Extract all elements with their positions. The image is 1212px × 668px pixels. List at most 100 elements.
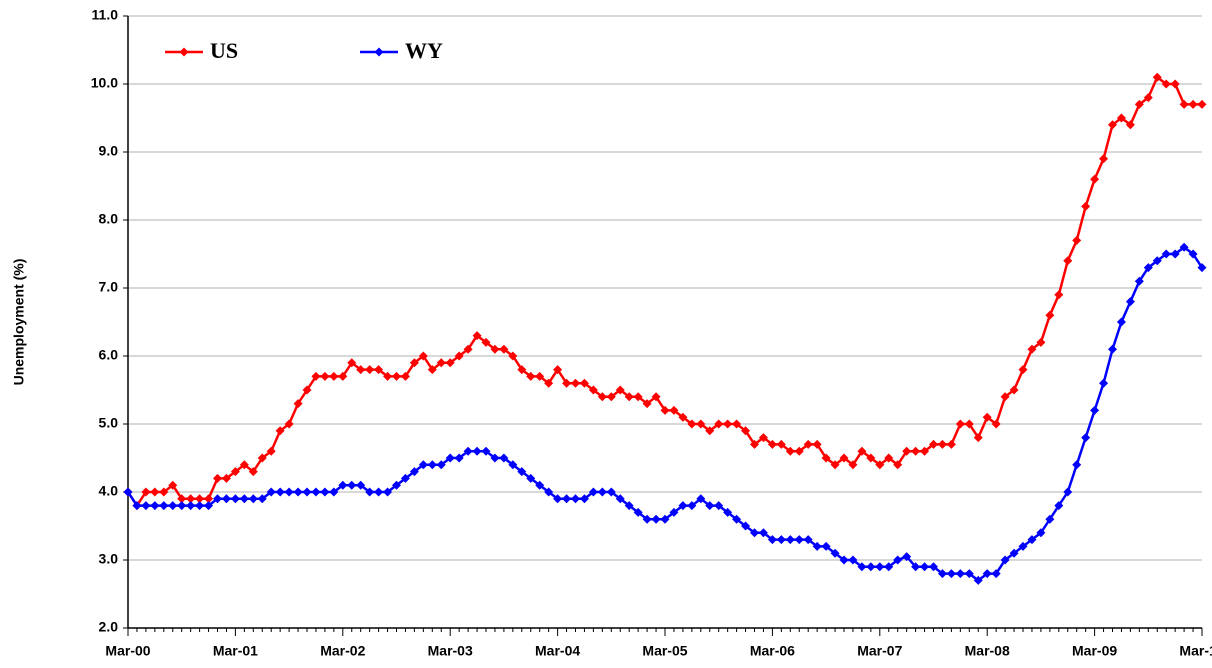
data-point bbox=[973, 433, 983, 443]
data-point bbox=[535, 480, 545, 490]
data-point bbox=[1054, 290, 1064, 300]
data-point bbox=[248, 494, 258, 504]
data-point bbox=[472, 446, 482, 456]
data-point bbox=[257, 494, 267, 504]
data-point bbox=[830, 548, 840, 558]
data-point bbox=[624, 501, 634, 511]
data-point bbox=[472, 331, 482, 341]
data-point bbox=[821, 541, 831, 551]
data-point bbox=[266, 446, 276, 456]
data-point bbox=[902, 552, 912, 562]
data-point bbox=[1063, 256, 1073, 266]
data-point bbox=[553, 365, 563, 375]
data-point bbox=[213, 494, 222, 504]
data-point bbox=[302, 487, 312, 497]
data-point bbox=[365, 487, 375, 497]
data-point bbox=[812, 541, 822, 551]
data-point bbox=[195, 501, 205, 511]
data-point bbox=[1009, 385, 1019, 395]
data-point bbox=[409, 358, 419, 368]
data-point bbox=[839, 555, 849, 565]
x-tick-label: Mar-10 bbox=[1179, 643, 1212, 659]
data-point bbox=[758, 528, 768, 538]
data-point bbox=[1134, 99, 1144, 109]
data-point bbox=[293, 487, 303, 497]
data-point bbox=[606, 487, 616, 497]
data-point bbox=[929, 439, 938, 449]
data-point bbox=[687, 419, 697, 429]
data-point bbox=[1170, 79, 1180, 89]
data-point bbox=[991, 569, 1001, 579]
data-point bbox=[946, 439, 956, 449]
data-point bbox=[320, 371, 330, 381]
y-tick-label: 7.0 bbox=[99, 279, 119, 295]
data-point bbox=[266, 487, 276, 497]
data-point bbox=[1000, 555, 1010, 565]
data-point bbox=[1000, 392, 1010, 402]
data-point bbox=[1134, 276, 1144, 286]
data-point bbox=[1099, 154, 1109, 164]
data-point bbox=[1143, 93, 1153, 103]
data-point bbox=[687, 501, 697, 511]
data-point bbox=[875, 460, 885, 470]
data-point bbox=[1116, 113, 1126, 123]
data-point bbox=[902, 446, 912, 456]
data-point bbox=[436, 358, 446, 368]
data-point bbox=[320, 487, 330, 497]
data-point bbox=[221, 494, 231, 504]
data-point bbox=[213, 473, 222, 483]
data-point bbox=[356, 365, 366, 375]
data-point bbox=[964, 569, 974, 579]
legend-label: WY bbox=[405, 38, 443, 63]
data-point bbox=[338, 371, 348, 381]
data-point bbox=[132, 501, 142, 511]
data-point bbox=[911, 446, 921, 456]
data-point bbox=[678, 412, 688, 422]
data-point bbox=[221, 473, 231, 483]
data-point bbox=[946, 569, 956, 579]
data-point bbox=[579, 378, 589, 388]
data-point bbox=[454, 453, 464, 463]
y-tick-label: 5.0 bbox=[99, 415, 119, 431]
x-tick-label: Mar-04 bbox=[535, 643, 580, 659]
x-tick-label: Mar-08 bbox=[965, 643, 1010, 659]
data-point bbox=[911, 562, 921, 572]
data-point bbox=[1099, 378, 1109, 388]
data-point bbox=[526, 473, 536, 483]
data-point bbox=[1090, 405, 1100, 415]
x-tick-label: Mar-07 bbox=[857, 643, 902, 659]
data-point bbox=[481, 446, 491, 456]
data-point bbox=[338, 480, 348, 490]
data-point bbox=[1188, 249, 1198, 259]
data-point bbox=[392, 371, 401, 381]
data-point bbox=[239, 494, 249, 504]
data-point bbox=[284, 419, 294, 429]
data-point bbox=[508, 351, 518, 361]
data-point bbox=[696, 494, 706, 504]
x-tick-label: Mar-01 bbox=[213, 643, 258, 659]
data-point bbox=[1054, 501, 1064, 511]
data-point bbox=[1018, 365, 1028, 375]
data-point bbox=[204, 494, 214, 504]
y-tick-label: 2.0 bbox=[99, 619, 119, 635]
data-point bbox=[311, 371, 321, 381]
data-point bbox=[427, 460, 437, 470]
data-point bbox=[920, 446, 930, 456]
data-point bbox=[767, 535, 777, 545]
data-point bbox=[141, 487, 151, 497]
data-point bbox=[1063, 487, 1073, 497]
data-point bbox=[651, 392, 661, 402]
data-point bbox=[544, 487, 554, 497]
data-point bbox=[660, 405, 670, 415]
data-point bbox=[723, 419, 733, 429]
data-point bbox=[1125, 120, 1135, 130]
data-point bbox=[1161, 249, 1171, 259]
data-point bbox=[651, 514, 661, 524]
data-point bbox=[588, 487, 598, 497]
data-point bbox=[982, 412, 992, 422]
data-point bbox=[955, 419, 965, 429]
data-point bbox=[642, 399, 652, 409]
data-point bbox=[1027, 344, 1037, 354]
data-point bbox=[1072, 460, 1082, 470]
data-point bbox=[356, 480, 366, 490]
